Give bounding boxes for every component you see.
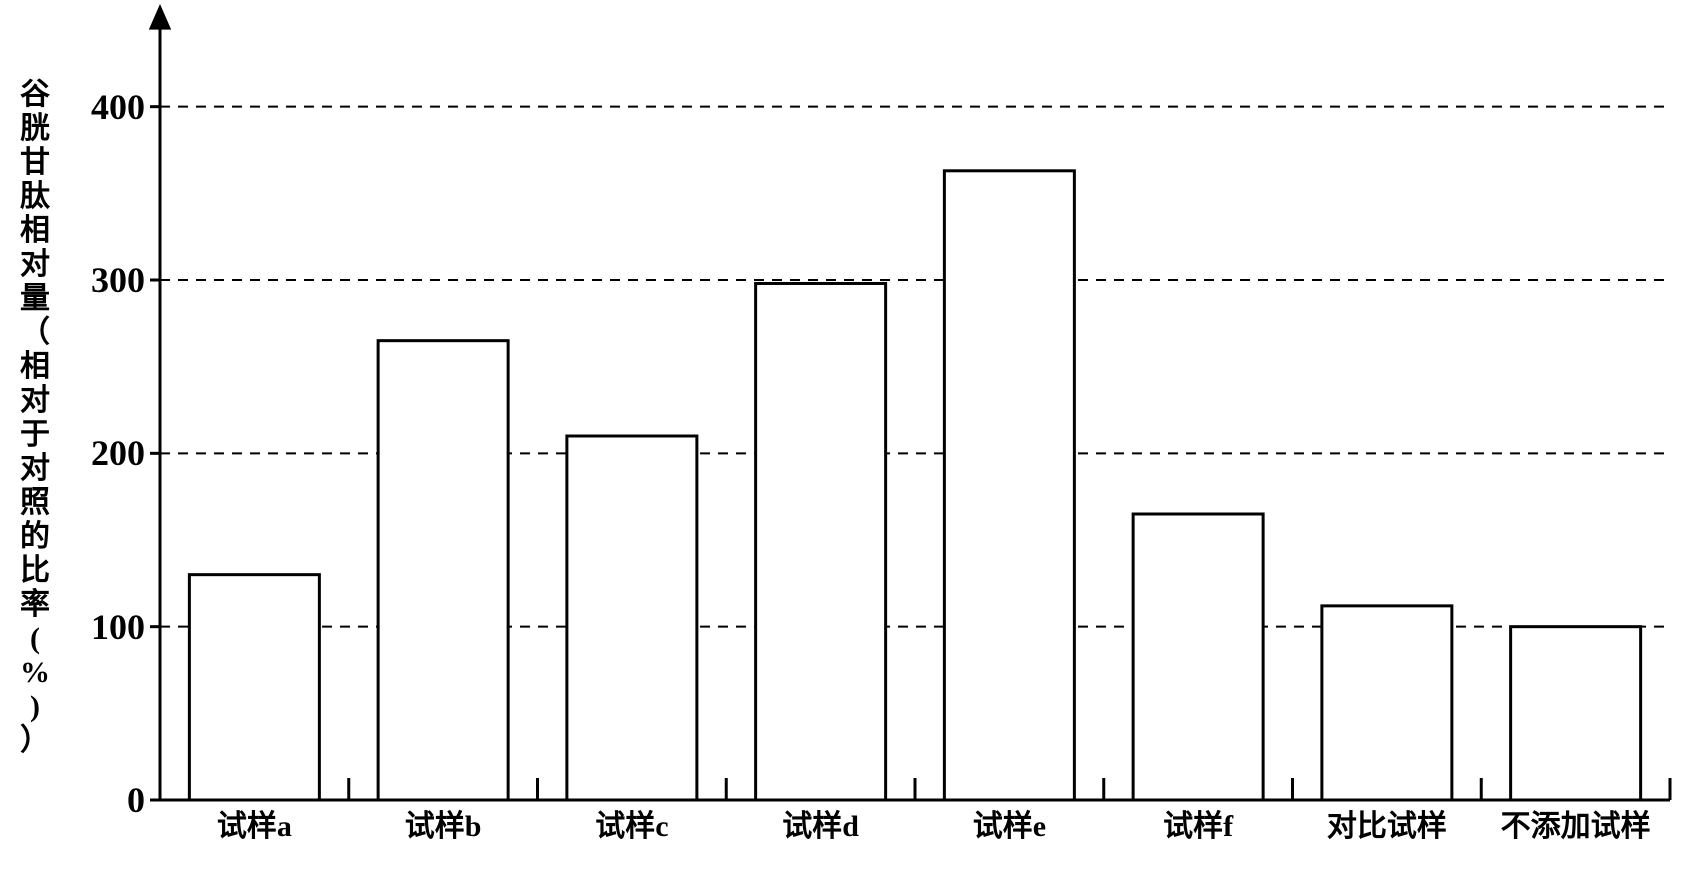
ylabel-char: 甘 — [18, 148, 52, 178]
ylabel-char: （ — [18, 318, 52, 348]
ylabel-char: 量 — [18, 284, 52, 314]
ytick-label: 0 — [60, 782, 145, 818]
ylabel-char: 对 — [18, 454, 52, 484]
ylabel-char: 率 — [18, 590, 52, 620]
ylabel-char: 比 — [18, 556, 52, 586]
xtick-label: 试样b — [343, 812, 543, 842]
ylabel-char: 相 — [18, 216, 52, 246]
xtick-label: 对比试样 — [1287, 812, 1487, 842]
ytick-label: 100 — [60, 609, 145, 645]
ylabel-char: 肽 — [18, 182, 52, 212]
xtick-label: 试样e — [909, 812, 1109, 842]
ytick-label: 300 — [60, 262, 145, 298]
ylabel-char: ( — [18, 624, 52, 654]
ylabel-char: 谷 — [18, 80, 52, 110]
xtick-label: 试样c — [532, 812, 732, 842]
ylabel-char: 对 — [18, 386, 52, 416]
ytick-label: 200 — [60, 435, 145, 471]
xtick-label: 试样a — [154, 812, 354, 842]
ylabel-char: 的 — [18, 522, 52, 552]
xtick-label: 不添加试样 — [1476, 812, 1676, 842]
bar-chart: 0 100 200 300 400 试样a试样b试样c试样d试样e试样f对比试样不添加试样… — [0, 0, 1707, 877]
chart-svg — [0, 0, 1707, 877]
xtick-label: 试样f — [1098, 812, 1298, 842]
ytick-label: 400 — [60, 89, 145, 125]
ylabel-char: % — [18, 658, 52, 688]
ylabel-char: 胱 — [18, 114, 52, 144]
xtick-label: 试样d — [721, 812, 921, 842]
ylabel-char: 照 — [18, 488, 52, 518]
ylabel-char: ) — [18, 692, 52, 722]
ylabel-char: 相 — [18, 352, 52, 382]
ylabel-char: 对 — [18, 250, 52, 280]
ylabel-char: ） — [18, 726, 52, 756]
ylabel-char: 于 — [18, 420, 52, 450]
